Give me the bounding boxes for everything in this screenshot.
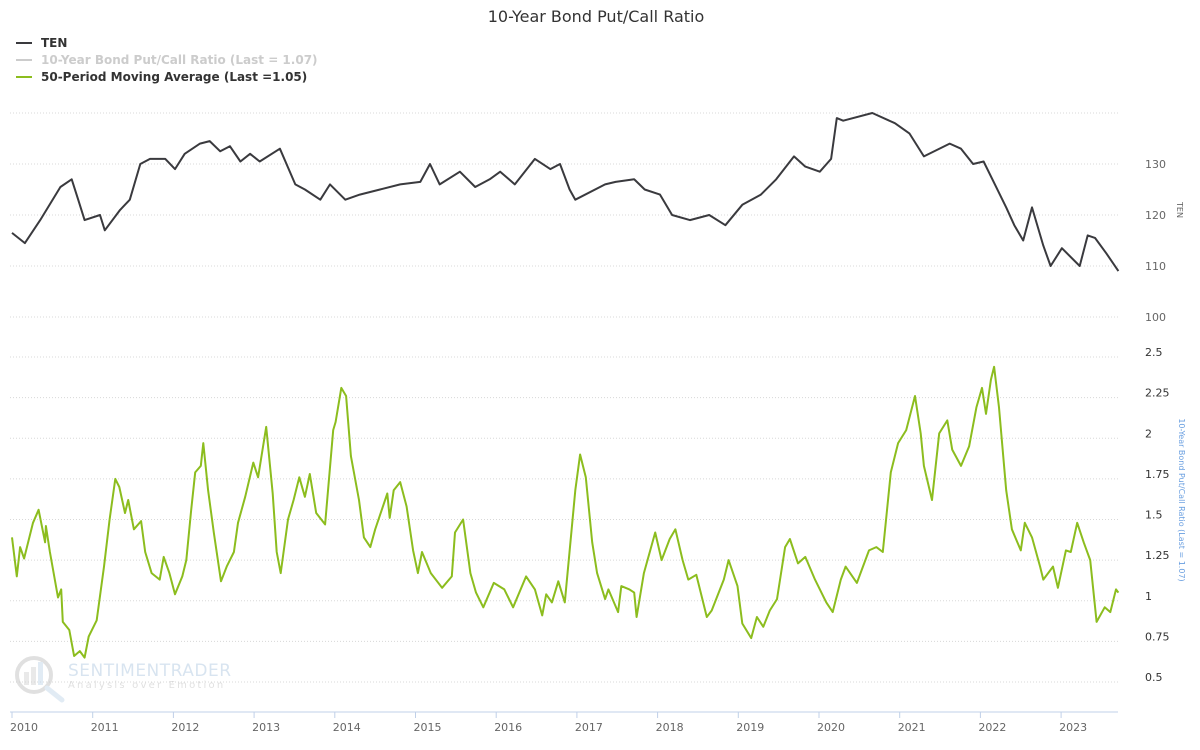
legend-item-ten[interactable]: TEN [16, 36, 67, 50]
y-axis-title-ratio: 10-Year Bond Put/Call Ratio (Last = 1.07… [1177, 418, 1186, 581]
legend-item-ratio[interactable]: 10-Year Bond Put/Call Ratio (Last = 1.07… [16, 53, 318, 67]
legend-label: 50-Period Moving Average (Last =1.05) [41, 70, 307, 84]
y-tick-label-ten: 130 [1145, 158, 1166, 171]
legend: TEN 10-Year Bond Put/Call Ratio (Last = … [16, 36, 318, 84]
watermark-brand: SENTIMENTRADER [68, 661, 232, 681]
series-top [11, 112, 1120, 272]
y-tick-label-ratio: 1.75 [1145, 468, 1170, 481]
watermark-logo: SENTIMENTRADER Analysis over Emotion [15, 656, 232, 703]
x-tick-label: 2017 [575, 721, 603, 734]
chart-title: 10-Year Bond Put/Call Ratio [488, 7, 705, 26]
y-tick-label-ratio: 2.25 [1145, 387, 1170, 400]
x-tick-label: 2023 [1059, 721, 1087, 734]
x-tick-label: 2011 [91, 721, 119, 734]
x-tick-label: 2022 [978, 721, 1006, 734]
y-tick-label-ratio: 1.5 [1145, 509, 1163, 522]
magnifier-icon [44, 685, 65, 703]
x-tick-label: 2012 [171, 721, 199, 734]
logo-ring-icon [15, 656, 53, 694]
x-tick-label: 2021 [898, 721, 926, 734]
grid-bottom: 0.5 0.75 1 1.25 1.5 1.75 2 2.25 2.5 [10, 346, 1170, 684]
x-tick-label: 2016 [494, 721, 522, 734]
y-tick-label-ratio: 0.75 [1145, 630, 1170, 643]
y-tick-label-ten: 110 [1145, 260, 1166, 273]
grid-top: 100 110 120 130 [10, 112, 1166, 324]
x-tick-label: 2018 [656, 721, 684, 734]
legend-label: 10-Year Bond Put/Call Ratio (Last = 1.07… [41, 53, 318, 67]
y-tick-label-ten: 100 [1145, 311, 1166, 324]
y-tick-label-ratio: 1 [1145, 590, 1152, 603]
y-tick-label-ratio: 0.5 [1145, 671, 1163, 684]
legend-item-moving-average[interactable]: 50-Period Moving Average (Last =1.05) [16, 70, 307, 84]
y-axis-title-ten: TEN [1175, 201, 1184, 218]
x-tick-label: 2019 [736, 721, 764, 734]
x-tick-label: 2010 [10, 721, 38, 734]
x-tick-label: 2015 [414, 721, 442, 734]
y-tick-label-ratio: 1.25 [1145, 549, 1170, 562]
x-tick-label: 2014 [333, 721, 361, 734]
x-tick-label: 2013 [252, 721, 280, 734]
series-line-ten [11, 112, 1120, 272]
x-tick-label: 2020 [817, 721, 845, 734]
series-bottom [11, 365, 1120, 659]
watermark-tagline: Analysis over Emotion [68, 680, 225, 691]
y-tick-label-ratio: 2 [1145, 427, 1152, 440]
y-tick-label-ratio: 2.5 [1145, 346, 1163, 359]
legend-label: TEN [41, 36, 67, 50]
x-axis: 2010 2011 2012 2013 2014 2015 2016 2017 2018 2019… [10, 711, 1118, 734]
series-line-moving-average [11, 365, 1120, 659]
y-tick-label-ten: 120 [1145, 209, 1166, 222]
